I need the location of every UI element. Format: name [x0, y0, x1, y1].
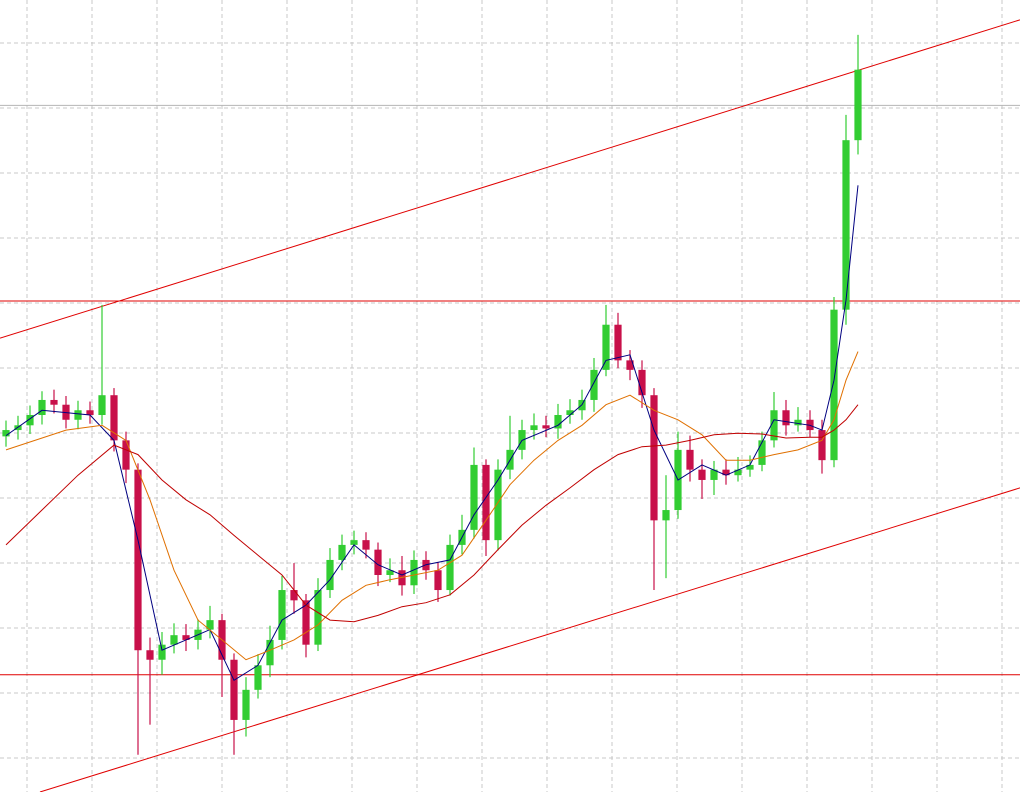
- candle-body: [110, 395, 118, 441]
- candle-body: [626, 360, 634, 370]
- moving-average-line: [5, 185, 859, 682]
- candle-body: [386, 570, 394, 575]
- candle-body: [206, 620, 214, 630]
- candle-body: [374, 549, 382, 575]
- moving-average-line: [5, 404, 859, 623]
- candle-body: [182, 635, 190, 640]
- candle-body: [698, 469, 706, 480]
- candle-body: [230, 659, 238, 720]
- candle-body: [746, 464, 754, 470]
- candle-body: [830, 309, 838, 461]
- candle-body: [242, 689, 250, 720]
- candle-body: [338, 544, 346, 560]
- candle-body: [794, 419, 802, 426]
- candle-body: [542, 425, 550, 429]
- candle-body: [170, 635, 178, 645]
- candle-body: [842, 140, 850, 310]
- candle-body: [50, 399, 58, 405]
- candle-body: [686, 449, 694, 470]
- candle-body: [650, 395, 658, 521]
- candle-body: [854, 69, 862, 141]
- candle-body: [362, 540, 370, 550]
- candle-body: [98, 395, 106, 416]
- candle-body: [710, 469, 718, 480]
- candle-body: [590, 369, 598, 400]
- candle-body: [734, 469, 742, 476]
- candle-body: [158, 644, 166, 660]
- candle-body: [410, 559, 418, 586]
- candle-body: [782, 410, 790, 426]
- candle-body: [770, 410, 778, 441]
- candle-body: [146, 650, 154, 660]
- candle-body: [266, 639, 274, 666]
- candle-body: [434, 570, 442, 591]
- trend-line: [39, 487, 1020, 792]
- candle-body: [470, 464, 478, 530]
- candle-body: [662, 510, 670, 521]
- candle-body: [446, 544, 454, 591]
- moving-average-line: [5, 351, 859, 661]
- candle-body: [566, 410, 574, 416]
- candle-body: [278, 590, 286, 640]
- candle-body: [494, 469, 502, 541]
- candle-body: [326, 559, 334, 591]
- candle-body: [818, 430, 826, 461]
- candle-body: [350, 540, 358, 545]
- candle-body: [2, 430, 10, 437]
- candle-body: [122, 440, 130, 470]
- candle-body: [482, 464, 490, 541]
- trend-line: [0, 19, 1020, 339]
- candle-body: [554, 415, 562, 429]
- candle-body: [758, 440, 766, 465]
- candle-body: [26, 415, 34, 426]
- candle-body: [38, 399, 46, 416]
- candle-body: [254, 665, 262, 690]
- candle-body: [638, 369, 646, 396]
- candle-body: [86, 410, 94, 416]
- candle-body: [314, 590, 322, 645]
- candle-body: [722, 469, 730, 476]
- candle-body: [614, 324, 622, 361]
- candle-body: [302, 600, 310, 645]
- candle-body: [602, 324, 610, 370]
- candle-body: [134, 469, 142, 651]
- candle-body: [290, 590, 298, 601]
- candle-body: [74, 410, 82, 420]
- candle-body: [530, 425, 538, 431]
